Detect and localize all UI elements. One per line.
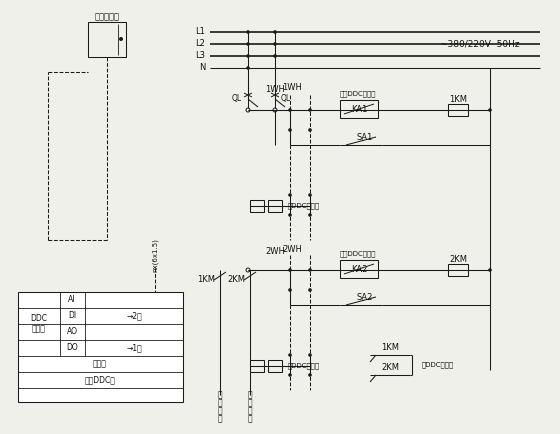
Text: 来自DDC控制筱: 来自DDC控制筱 (340, 91, 376, 97)
Circle shape (273, 54, 277, 58)
Bar (340, 100, 378, 118)
Text: 2WH: 2WH (265, 247, 285, 256)
Text: 2KM: 2KM (227, 276, 245, 285)
Circle shape (288, 268, 292, 272)
Circle shape (246, 108, 250, 112)
Text: 2KM: 2KM (449, 256, 467, 264)
Text: 1KM: 1KM (381, 343, 399, 352)
Circle shape (308, 373, 312, 377)
Text: 闸: 闸 (248, 398, 253, 408)
Text: 管: 管 (248, 407, 253, 415)
Text: DO: DO (66, 343, 78, 352)
Text: 1KM: 1KM (449, 95, 467, 105)
Bar (250, 200, 264, 212)
Text: N: N (199, 63, 205, 72)
Text: →1路: →1路 (126, 343, 142, 352)
Text: QL: QL (281, 95, 291, 103)
Text: SA1: SA1 (357, 134, 373, 142)
Circle shape (246, 268, 250, 272)
Circle shape (288, 373, 292, 377)
Circle shape (288, 288, 292, 292)
Text: DI: DI (68, 312, 76, 320)
Bar (268, 200, 282, 212)
Text: 2WH: 2WH (282, 246, 302, 254)
Circle shape (246, 30, 250, 34)
Text: KA2: KA2 (351, 264, 367, 273)
Text: L1: L1 (195, 27, 205, 36)
Text: L3: L3 (195, 52, 205, 60)
Circle shape (308, 213, 312, 217)
Circle shape (273, 108, 277, 112)
Text: 动: 动 (218, 398, 222, 408)
Circle shape (246, 66, 250, 70)
Circle shape (288, 108, 292, 112)
Circle shape (246, 42, 250, 46)
Text: 调: 调 (248, 414, 253, 424)
Text: 至DDC控制筱: 至DDC控制筱 (422, 362, 454, 368)
Circle shape (273, 42, 277, 46)
Text: 电: 电 (218, 391, 222, 400)
Text: 备注栏: 备注栏 (93, 359, 107, 368)
Text: 备用DDC柜: 备用DDC柜 (85, 375, 115, 385)
Circle shape (308, 288, 312, 292)
Bar (250, 360, 264, 372)
Bar (268, 360, 282, 372)
Bar (448, 104, 468, 116)
Circle shape (488, 108, 492, 112)
Circle shape (308, 193, 312, 197)
Text: nx(6x1.5): nx(6x1.5) (152, 238, 158, 272)
Circle shape (488, 268, 492, 272)
Text: →2路: →2路 (126, 312, 142, 320)
Bar (448, 264, 468, 276)
Text: 速: 速 (218, 414, 222, 424)
Bar (88, 22, 126, 57)
Circle shape (308, 268, 312, 272)
Text: QL: QL (232, 95, 242, 103)
Circle shape (308, 353, 312, 357)
Text: SA2: SA2 (357, 293, 373, 302)
Text: 来自DDC控制筱: 来自DDC控制筱 (340, 251, 376, 257)
Bar (340, 260, 378, 278)
Text: 1WH: 1WH (265, 85, 285, 95)
Circle shape (288, 193, 292, 197)
Circle shape (246, 54, 250, 58)
Text: 1KM: 1KM (197, 276, 215, 285)
Text: 2KM: 2KM (381, 364, 399, 372)
Text: DDC
点位表: DDC 点位表 (30, 314, 48, 334)
Circle shape (288, 213, 292, 217)
Text: 晶: 晶 (248, 391, 253, 400)
Text: ~380/220V  50Hz: ~380/220V 50Hz (440, 39, 520, 49)
Text: AI: AI (68, 296, 76, 305)
Circle shape (308, 128, 312, 132)
Text: 至DDC控制筱: 至DDC控制筱 (288, 363, 320, 369)
Circle shape (119, 37, 123, 41)
Text: AO: AO (67, 328, 77, 336)
Circle shape (288, 128, 292, 132)
Text: 至DDC控制筱: 至DDC控制筱 (288, 203, 320, 209)
Circle shape (273, 30, 277, 34)
Text: 照明控制筱: 照明控制筱 (95, 13, 119, 22)
Circle shape (308, 108, 312, 112)
Text: 调: 调 (218, 407, 222, 415)
Text: L2: L2 (195, 39, 205, 49)
Text: KA1: KA1 (351, 105, 367, 114)
Bar (18, 292, 183, 402)
Text: 1WH: 1WH (282, 83, 302, 92)
Circle shape (288, 353, 292, 357)
